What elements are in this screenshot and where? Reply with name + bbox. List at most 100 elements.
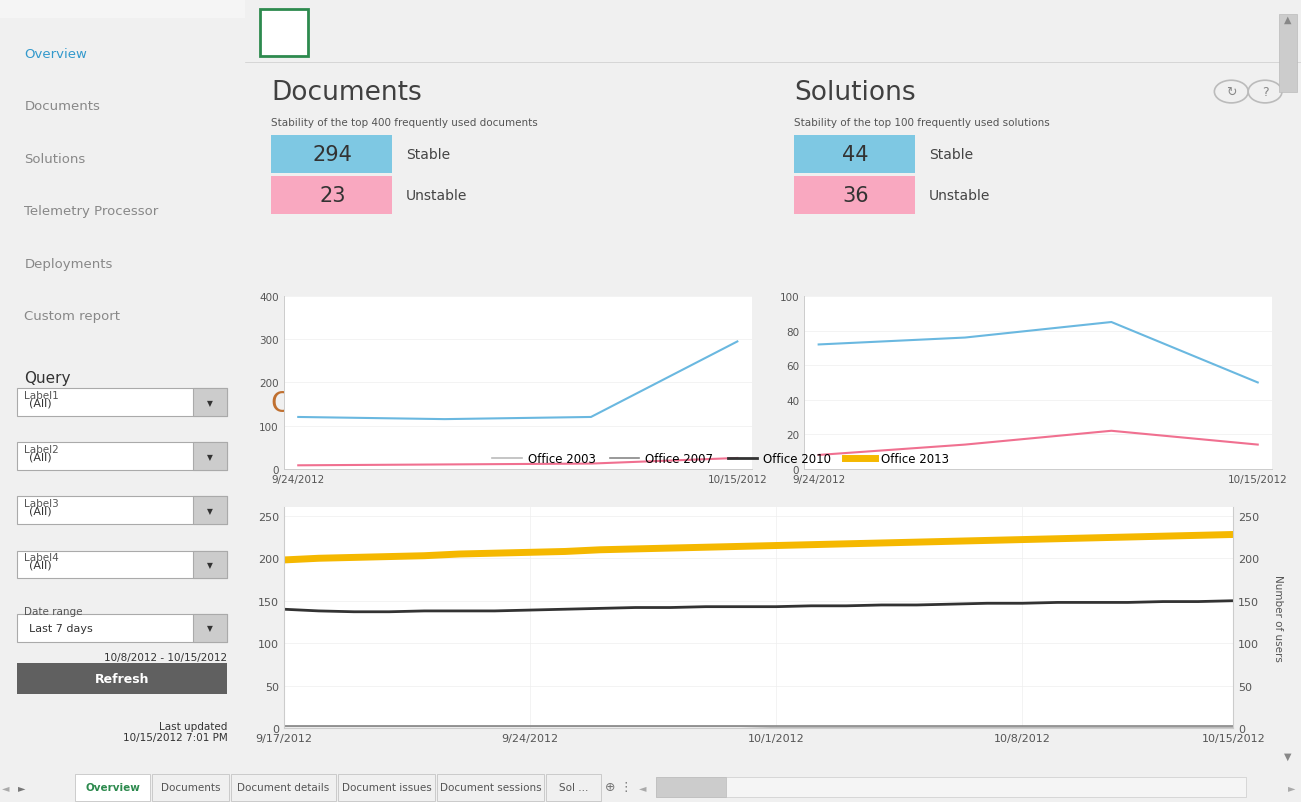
Office 2003	[980, 723, 995, 732]
FancyBboxPatch shape	[194, 551, 228, 579]
Bar	[152, 774, 229, 801]
Text: 36: 36	[842, 186, 869, 206]
Bar	[338, 774, 435, 801]
Office 2013	[804, 541, 820, 550]
Text: (All): (All)	[30, 506, 52, 516]
Text: Office deployment trend: Office deployment trend	[271, 390, 627, 418]
Office 2013	[769, 541, 785, 551]
Office 2013	[416, 551, 432, 561]
FancyBboxPatch shape	[17, 443, 228, 471]
Text: (All): (All)	[30, 452, 52, 462]
Office 2010	[697, 602, 713, 612]
Text: Last updated
10/15/2012 7:01 PM: Last updated 10/15/2012 7:01 PM	[122, 721, 228, 742]
Office 2007	[1050, 721, 1066, 731]
Office 2010	[522, 606, 537, 615]
Office 2013	[522, 548, 537, 557]
Office 2007	[697, 721, 713, 731]
Bar	[656, 776, 1246, 797]
Line: Office 2013: Office 2013	[284, 535, 1233, 561]
Text: Stable: Stable	[406, 148, 450, 162]
FancyBboxPatch shape	[17, 497, 228, 525]
Office 2013	[276, 556, 291, 565]
Text: 23: 23	[319, 186, 346, 206]
Text: Solutions: Solutions	[25, 152, 86, 165]
Office 2010	[804, 602, 820, 611]
Office 2013	[627, 545, 643, 554]
Bar	[437, 774, 544, 801]
Text: Deployments: Deployments	[25, 257, 113, 270]
Bar	[1279, 15, 1297, 92]
FancyBboxPatch shape	[17, 389, 228, 416]
Office 2010	[839, 602, 855, 611]
Office 2013	[1190, 531, 1206, 541]
Office 2003	[1190, 723, 1206, 732]
Office 2007	[346, 721, 362, 731]
Office 2013	[1120, 533, 1136, 542]
Office 2013	[980, 536, 995, 545]
Text: Date range: Date range	[25, 606, 83, 616]
Text: Label1: Label1	[25, 390, 60, 400]
Office 2013	[311, 553, 327, 563]
Office 2010	[381, 607, 397, 617]
Office 2003	[1155, 723, 1171, 732]
Bar	[75, 774, 150, 801]
Office 2007	[1085, 721, 1101, 731]
Bar	[232, 774, 336, 801]
Text: (All): (All)	[30, 398, 52, 407]
Office 2007	[1190, 721, 1206, 731]
Office 2010	[1226, 596, 1241, 606]
Text: ►: ►	[18, 782, 26, 792]
Office 2003	[1050, 723, 1066, 732]
Text: Sol ...: Sol ...	[559, 782, 588, 792]
Office 2013	[1155, 532, 1171, 541]
Office 2007	[804, 721, 820, 731]
Office 2013	[557, 547, 572, 557]
Text: ▼: ▼	[207, 561, 213, 569]
Office 2003	[874, 723, 890, 732]
Text: Documents: Documents	[25, 100, 100, 113]
Text: Stable: Stable	[929, 148, 973, 162]
Office 2003	[769, 723, 785, 732]
Office 2007	[311, 721, 327, 731]
Office 2013	[592, 545, 608, 555]
Text: ▼: ▼	[207, 506, 213, 515]
Office 2003	[804, 723, 820, 732]
Text: ▲: ▲	[1284, 14, 1292, 24]
FancyBboxPatch shape	[794, 136, 916, 174]
Office 2010	[1190, 597, 1206, 606]
Office 2003	[662, 722, 678, 731]
FancyBboxPatch shape	[194, 389, 228, 416]
FancyBboxPatch shape	[194, 443, 228, 471]
Office 2007	[1155, 721, 1171, 731]
Office 2003	[697, 722, 713, 731]
Line: Office 2010: Office 2010	[284, 601, 1233, 612]
Office 2013	[1050, 534, 1066, 544]
Office 2010	[311, 606, 327, 616]
Office 2007	[874, 721, 890, 731]
Office 2007	[980, 721, 995, 731]
Text: ◄: ◄	[3, 782, 9, 792]
Office 2013	[697, 543, 713, 553]
Office 2003	[909, 723, 925, 732]
FancyBboxPatch shape	[17, 551, 228, 579]
Text: ▼: ▼	[207, 452, 213, 461]
Text: ⊕: ⊕	[605, 780, 615, 793]
Text: (All): (All)	[30, 560, 52, 569]
Office 2003	[381, 722, 397, 731]
Office 2013	[1085, 533, 1101, 543]
Office 2003	[592, 722, 608, 731]
Text: Document sessions: Document sessions	[440, 782, 541, 792]
Office 2007	[769, 721, 785, 731]
Text: Document issues: Document issues	[342, 782, 432, 792]
Text: Stability of the top 100 frequently used solutions: Stability of the top 100 frequently used…	[794, 118, 1050, 128]
Office 2007	[451, 721, 467, 731]
Office 2010	[557, 605, 572, 614]
Office 2013	[839, 539, 855, 549]
Office 2003	[557, 722, 572, 731]
Office 2007	[1120, 721, 1136, 731]
Office 2013	[346, 553, 362, 562]
Text: ↻: ↻	[1226, 86, 1236, 99]
Office 2010	[1155, 597, 1171, 606]
Office 2013	[945, 537, 960, 546]
Text: Stability of the top 400 frequently used documents: Stability of the top 400 frequently used…	[271, 118, 537, 128]
